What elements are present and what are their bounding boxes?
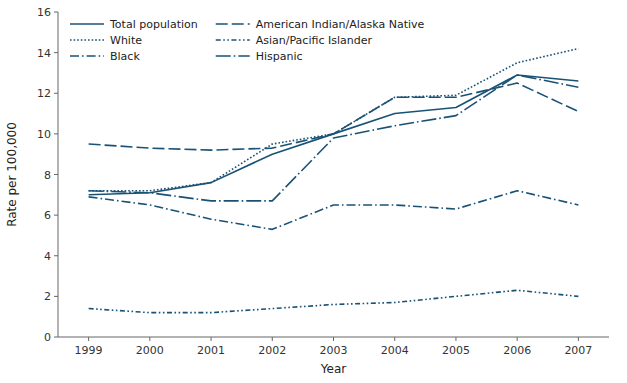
legend-swatch [216,23,250,25]
y-tick-label: 4 [44,250,51,263]
legend-label: Total population [109,18,198,31]
x-tick-label: 2002 [258,344,286,357]
y-tick-label: 12 [37,87,51,100]
lines [89,49,579,313]
series-line [89,75,579,195]
x-tick [88,337,89,341]
x-tick-label: 2001 [197,344,225,357]
y-tick [54,52,58,53]
series-line [89,191,579,230]
y-tick [54,296,58,297]
x-tick [272,337,273,341]
x-tick [517,337,518,341]
series-line [89,49,579,191]
x-tick-label: 2006 [503,344,531,357]
x-tick [149,337,150,341]
x-tick [333,337,334,341]
legend-swatch [70,55,104,57]
x-tick-label: 2004 [381,344,409,357]
x-tick [394,337,395,341]
y-axis-label: Rate per 100,000 [5,122,19,227]
y-tick [54,337,58,338]
x-tick-label: 2007 [564,344,592,357]
legend: Total population White Black American India… [70,18,425,63]
legend-label: Black [110,50,140,63]
x-tick-label: 2005 [442,344,470,357]
x-tick-label: 2000 [136,344,164,357]
x-tick-label: 2003 [320,344,348,357]
x-tick-label: 1999 [75,344,103,357]
y-tick [54,215,58,216]
x-tick [211,337,212,341]
x-axis-label: Year [320,362,346,376]
legend-label: White [110,34,142,47]
y-tick-label: 2 [44,290,51,303]
series-line [89,290,579,312]
y-tick-label: 10 [37,128,51,141]
x-tick [578,337,579,341]
series-line [89,83,579,150]
y-tick [54,133,58,134]
y-tick-label: 16 [37,6,51,19]
legend-label: Asian/Pacific Islander [256,34,373,47]
legend-swatch [70,39,104,41]
y-axis: 0 2 4 6 8 10 12 14 16 [37,6,58,344]
y-tick-label: 6 [44,209,51,222]
y-tick [54,174,58,175]
y-tick [54,12,58,13]
y-tick [54,255,58,256]
y-tick [54,93,58,94]
y-tick-label: 8 [44,169,51,182]
series-line [89,75,579,201]
chart: 1999 2000 2001 2002 2003 2004 2005 2006 2007 0 2 4 6… [0,0,627,383]
legend-swatch [216,55,250,57]
x-tick [455,337,456,341]
legend-label: Hispanic [256,50,303,63]
legend-swatch [216,39,250,41]
legend-label: American Indian/Alaska Native [256,18,425,31]
legend-swatch [70,23,104,25]
y-tick-label: 0 [44,331,51,344]
y-tick-label: 14 [37,47,51,60]
x-axis: 1999 2000 2001 2002 2003 2004 2005 2006 2007 [75,337,593,357]
